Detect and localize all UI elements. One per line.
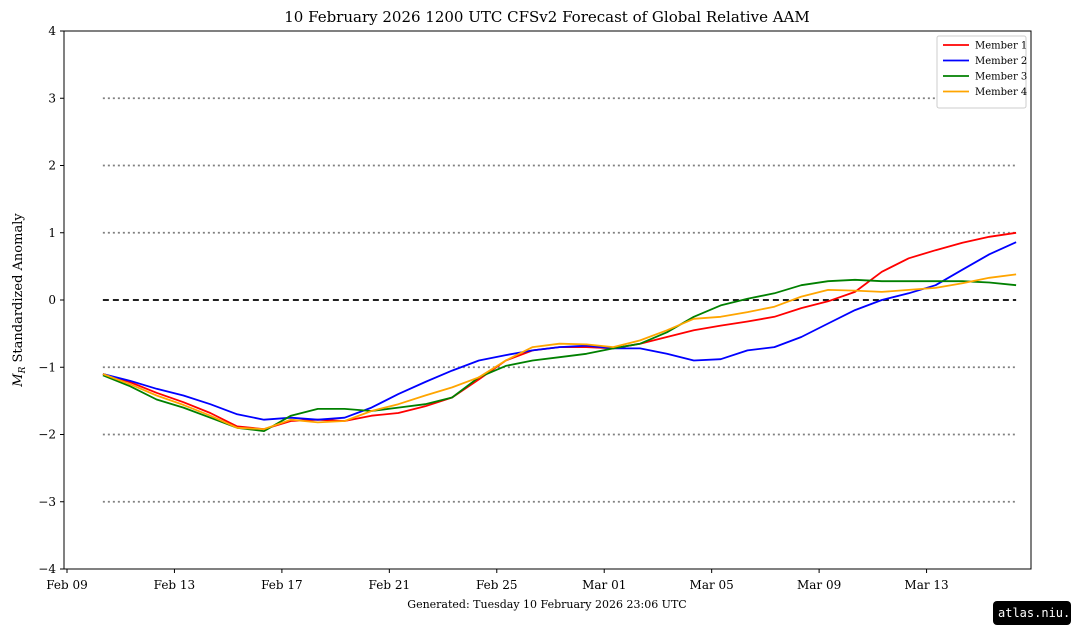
y-tick-label: −4 <box>38 562 56 576</box>
chart-title: 10 February 2026 1200 UTC CFSv2 Forecast… <box>284 8 809 26</box>
x-tick-label: Feb 13 <box>154 578 196 592</box>
series-line-member-4 <box>102 273 1017 431</box>
y-tick-label: −1 <box>38 360 56 374</box>
x-tick-label: Feb 09 <box>46 578 88 592</box>
y-tick-label: 2 <box>48 159 56 173</box>
y-axis-label-subscript: R <box>18 366 28 374</box>
series-line-member-1 <box>102 231 1017 431</box>
legend-label: Member 4 <box>975 87 1027 98</box>
y-tick-label: −3 <box>38 495 56 509</box>
x-axis-ticks: Feb 09 Feb 13 Feb 17 Feb 21 Feb 25 Mar 01 Mar … <box>46 569 949 592</box>
series-line-member-2 <box>102 241 1017 421</box>
watermark-badge: atlas.niu.edu <box>993 601 1071 625</box>
x-tick-label: Feb 21 <box>369 578 411 592</box>
legend: Member 1 Member 2 Member 3 Member 4 <box>936 35 1027 109</box>
x-tick-label: Mar 01 <box>582 578 626 592</box>
y-axis-label: MR Standardized Anomaly <box>11 213 28 388</box>
legend-label: Member 1 <box>975 41 1027 52</box>
x-tick-label: Mar 05 <box>690 578 734 592</box>
y-axis-label-symbol: M <box>11 373 26 388</box>
y-tick-label: 4 <box>48 24 56 38</box>
generated-timestamp: Generated: Tuesday 10 February 2026 23:0… <box>407 598 686 611</box>
x-tick-label: Feb 17 <box>261 578 303 592</box>
x-tick-label: Mar 13 <box>904 578 948 592</box>
y-axis-ticks: −4 −3 −2 −1 0 1 2 3 4 <box>38 24 64 576</box>
legend-label: Member 2 <box>975 56 1027 67</box>
series-line-member-3 <box>102 278 1017 433</box>
reference-lines <box>102 97 1017 503</box>
x-tick-label: Feb 25 <box>476 578 518 592</box>
y-tick-label: −2 <box>38 428 56 442</box>
y-tick-label: 3 <box>48 91 56 105</box>
x-tick-label: Mar 09 <box>797 578 841 592</box>
y-axis-label-text: Standardized Anomaly <box>11 213 26 367</box>
legend-label: Member 3 <box>975 72 1027 83</box>
legend-box <box>936 35 1027 109</box>
y-tick-label: 0 <box>48 293 56 307</box>
y-tick-label: 1 <box>48 226 56 240</box>
series-lines <box>102 231 1017 433</box>
